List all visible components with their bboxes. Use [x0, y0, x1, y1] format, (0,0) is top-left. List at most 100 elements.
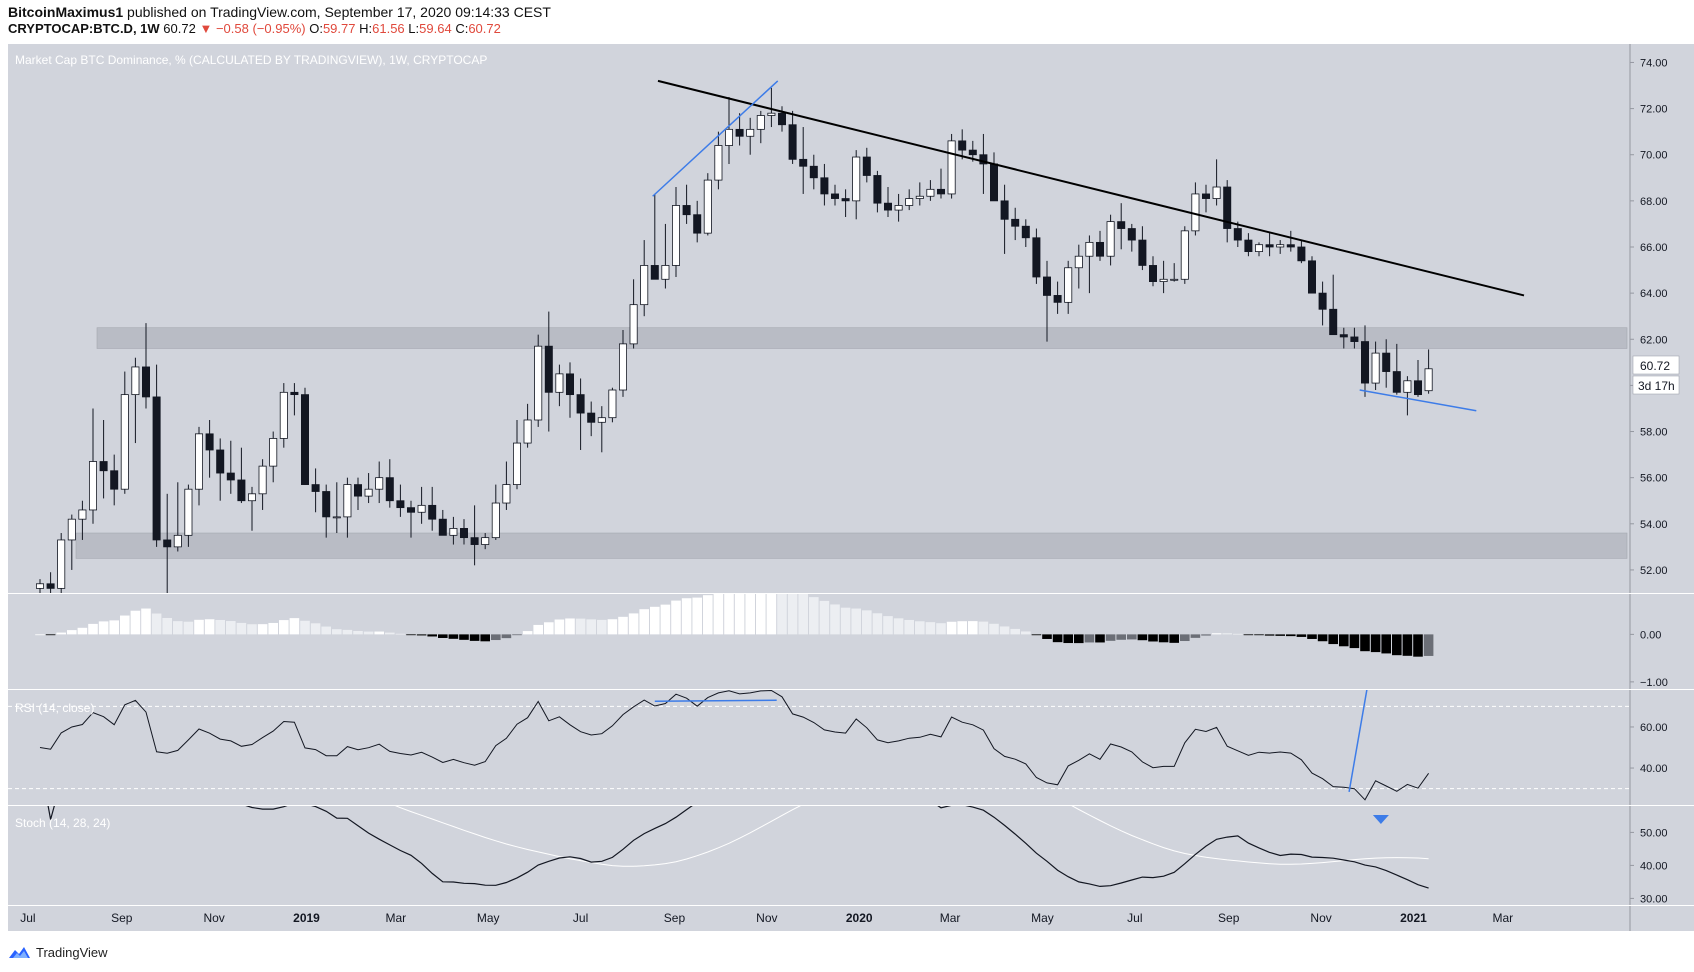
candle	[1233, 221, 1242, 247]
histogram-bar	[925, 622, 936, 635]
rsi-pane[interactable]	[8, 690, 1630, 805]
histogram-bar	[1190, 634, 1201, 638]
histogram-bar	[1105, 634, 1116, 641]
tradingview-logo-icon	[9, 947, 30, 958]
ohlc-high: H:61.56	[359, 21, 405, 36]
ohlc-close: C:60.72	[455, 21, 501, 36]
main-pane[interactable]	[8, 44, 1630, 593]
histogram-bar	[946, 621, 957, 635]
time-tick-label: Nov	[756, 911, 777, 925]
candle	[438, 509, 447, 536]
price-tick-label: 70.00	[1640, 150, 1668, 162]
histogram-bar	[1148, 634, 1158, 642]
candle	[820, 163, 829, 206]
candle	[1032, 228, 1041, 284]
histogram-bar	[406, 634, 416, 636]
time-tick-label: 2021	[1400, 911, 1427, 925]
histogram-bar	[660, 604, 671, 635]
ohlc-open: O:59.77	[309, 21, 356, 36]
price-divergence-line[interactable]	[1359, 389, 1477, 412]
candle	[1371, 341, 1380, 391]
histogram-bar	[851, 608, 861, 635]
time-tick-label: Jul	[573, 911, 588, 925]
candle	[1392, 343, 1401, 395]
histogram-bar	[385, 632, 395, 635]
downtrend-line[interactable]	[657, 79, 1525, 297]
histogram-bar	[734, 594, 745, 635]
histogram-bar	[1339, 634, 1349, 647]
candle	[799, 127, 808, 194]
time-tick-label: 2019	[293, 911, 320, 925]
histogram-bar	[798, 594, 808, 635]
histogram-bar	[893, 618, 904, 635]
histogram-bar	[289, 618, 300, 635]
histogram-bar	[491, 634, 501, 641]
candle	[523, 403, 532, 448]
candle	[544, 311, 553, 432]
histogram-bar	[1243, 634, 1254, 636]
candle	[1096, 230, 1105, 261]
impulse-line[interactable]	[652, 80, 779, 197]
author-name[interactable]: BitcoinMaximus1	[8, 4, 124, 20]
histogram-bar	[756, 594, 766, 635]
candle	[1276, 240, 1285, 254]
histogram-bar	[575, 618, 586, 635]
histogram-bar	[173, 621, 183, 635]
histogram-bar	[1084, 634, 1095, 643]
candle	[1308, 256, 1317, 294]
histogram-bar	[1317, 634, 1328, 642]
candle	[279, 383, 288, 448]
candle	[1255, 242, 1264, 257]
time-axis[interactable]	[8, 905, 1694, 931]
stoch-pane[interactable]	[8, 806, 1630, 905]
histogram-bar	[395, 633, 406, 635]
candle	[608, 387, 617, 423]
candle	[693, 200, 702, 243]
histogram-bar	[162, 617, 172, 635]
candle	[141, 323, 150, 409]
candle	[725, 97, 734, 164]
candle	[311, 468, 320, 513]
candle	[1106, 214, 1115, 266]
tradingview-footer[interactable]: TradingView	[8, 944, 108, 960]
candle	[788, 110, 797, 164]
rsi-top-line[interactable]	[654, 699, 777, 703]
candle	[1202, 184, 1211, 213]
time-tick-label: Sep	[1218, 911, 1240, 925]
candle	[884, 187, 893, 218]
candle	[1212, 159, 1221, 206]
histogram-bar	[480, 634, 490, 642]
candle	[682, 184, 691, 224]
macd-pane[interactable]	[8, 594, 1630, 689]
candle	[619, 330, 628, 397]
histogram-bar	[777, 594, 787, 635]
candle	[269, 431, 278, 483]
histogram-bar	[639, 609, 649, 635]
time-tick-label: Jul	[20, 911, 35, 925]
candle	[1297, 240, 1306, 264]
candle	[587, 401, 596, 437]
histogram-bar	[416, 634, 427, 636]
candle	[385, 459, 394, 508]
candle	[173, 482, 182, 552]
support-zone[interactable]	[75, 532, 1628, 559]
resistance-zone[interactable]	[96, 327, 1628, 349]
time-tick-label: Mar	[386, 911, 407, 925]
histogram-bar	[554, 619, 565, 635]
candle	[470, 505, 479, 566]
candle	[1339, 327, 1348, 349]
candle	[650, 193, 659, 280]
price-tick-label: 52.00	[1640, 565, 1668, 577]
price-axis[interactable]	[1630, 44, 1694, 905]
histogram-bar	[628, 613, 639, 635]
candle-series	[36, 87, 1433, 593]
histogram-bar	[512, 634, 522, 636]
histogram-bar	[1360, 634, 1370, 652]
last-price-label: 60.72	[1640, 359, 1670, 373]
candle	[131, 357, 140, 444]
main-pane-title: Market Cap BTC Dominance, % (CALCULATED …	[15, 53, 487, 67]
histogram-bar	[1423, 634, 1434, 656]
candle	[1180, 226, 1189, 284]
histogram-bar	[1402, 634, 1413, 656]
